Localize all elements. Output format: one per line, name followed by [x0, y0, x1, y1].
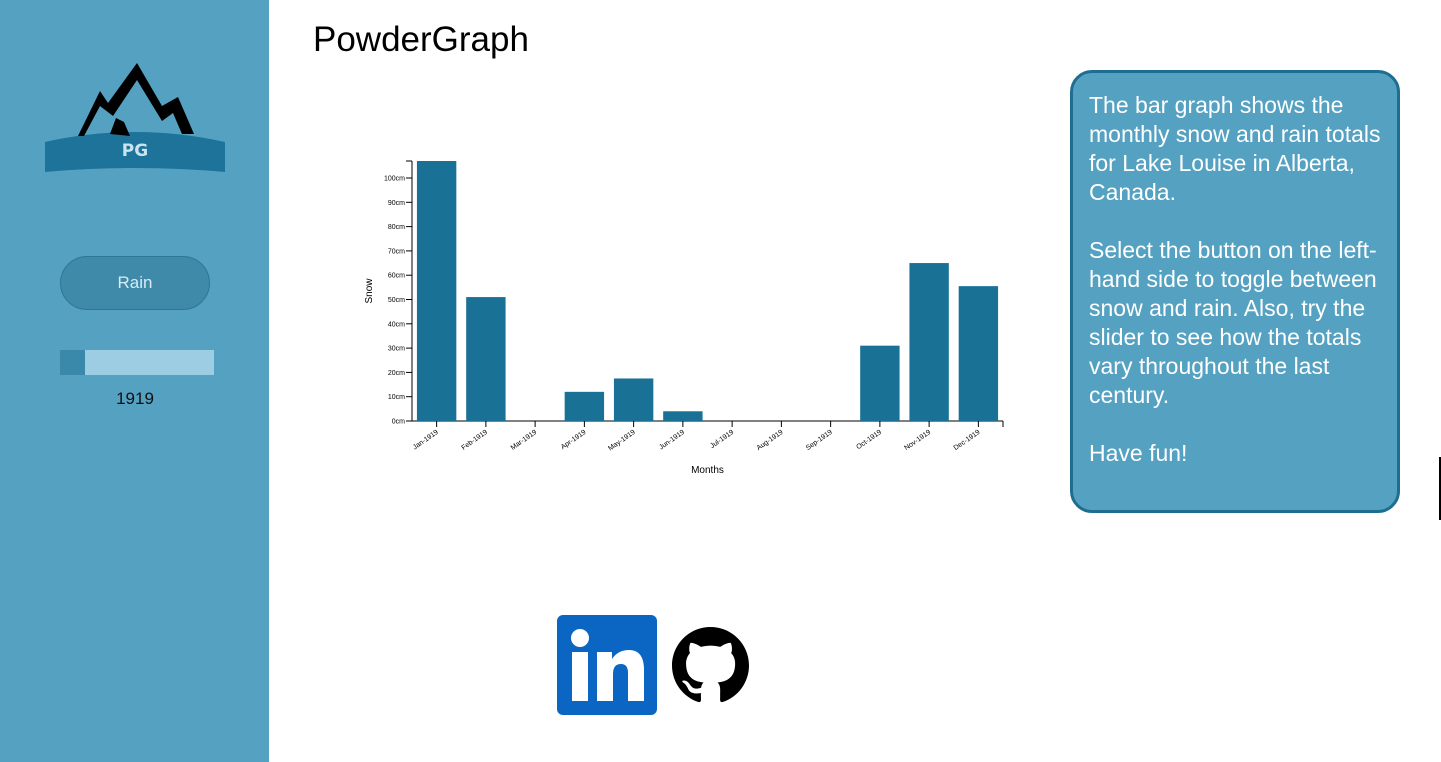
x-tick-label: Feb-1919	[460, 429, 489, 452]
x-axis-label: Months	[691, 465, 724, 476]
x-tick-label: Jun-1919	[658, 429, 686, 452]
bar	[909, 263, 949, 421]
y-axis-label: Snow	[364, 278, 375, 304]
github-link[interactable]	[672, 627, 749, 704]
x-tick-label: Sep-1919	[805, 429, 834, 452]
x-tick-label: Apr-1919	[560, 429, 588, 451]
bar-chart: 0cm 10cm 20cm 30cm 40cm 50cm 60cm 70cm 80cm 90cm 1…	[364, 160, 1004, 476]
linkedin-icon	[557, 615, 657, 715]
info-paragraph: The bar graph shows the monthly snow and…	[1089, 92, 1381, 205]
y-tick-label: 30cm	[388, 346, 405, 353]
year-slider[interactable]	[60, 350, 214, 375]
y-tick-label: 90cm	[388, 200, 405, 207]
toggle-rain-button[interactable]: Rain	[60, 256, 210, 310]
x-tick-label: Oct-1919	[855, 429, 883, 451]
logo-text: PG	[122, 141, 148, 161]
info-paragraph: Have fun!	[1089, 440, 1188, 466]
bar	[466, 297, 506, 421]
x-tick-label: Mar-1919	[510, 429, 539, 452]
y-tick-label: 60cm	[388, 273, 405, 280]
year-label: 1919	[116, 389, 154, 408]
github-icon	[672, 627, 749, 703]
linkedin-link[interactable]	[557, 615, 657, 715]
window-edge	[1439, 457, 1441, 520]
y-tick-label: 50cm	[388, 297, 405, 304]
y-tick-label: 0cm	[392, 419, 405, 426]
y-tick-label: 20cm	[388, 370, 405, 377]
bar	[613, 378, 654, 421]
y-tick-label: 100cm	[384, 176, 405, 183]
x-tick-label: Aug-1919	[756, 429, 785, 452]
bar	[416, 161, 457, 421]
x-tick-label: May-1919	[607, 429, 637, 453]
year-slider-thumb[interactable]	[60, 350, 85, 375]
info-paragraph: Select the button on the left-hand side …	[1089, 237, 1377, 408]
x-tick-label: Dec-1919	[953, 429, 982, 452]
y-tick-label: 70cm	[388, 248, 405, 255]
bar	[564, 391, 605, 421]
bar	[958, 286, 999, 421]
powdergraph-logo: PG	[45, 63, 225, 172]
bar	[663, 411, 703, 421]
bar	[860, 345, 900, 421]
info-box: The bar graph shows the monthly snow and…	[1070, 70, 1400, 513]
x-tick-label: Nov-1919	[903, 429, 932, 452]
sidebar: PG Rain 1919	[0, 0, 269, 762]
x-tick-label: Jan-1919	[412, 429, 440, 452]
page-title: PowderGraph	[313, 20, 529, 59]
y-tick-label: 10cm	[388, 394, 405, 401]
y-tick-label: 80cm	[388, 224, 405, 231]
x-tick-label: Jul-1919	[709, 429, 735, 450]
y-tick-label: 40cm	[388, 321, 405, 328]
